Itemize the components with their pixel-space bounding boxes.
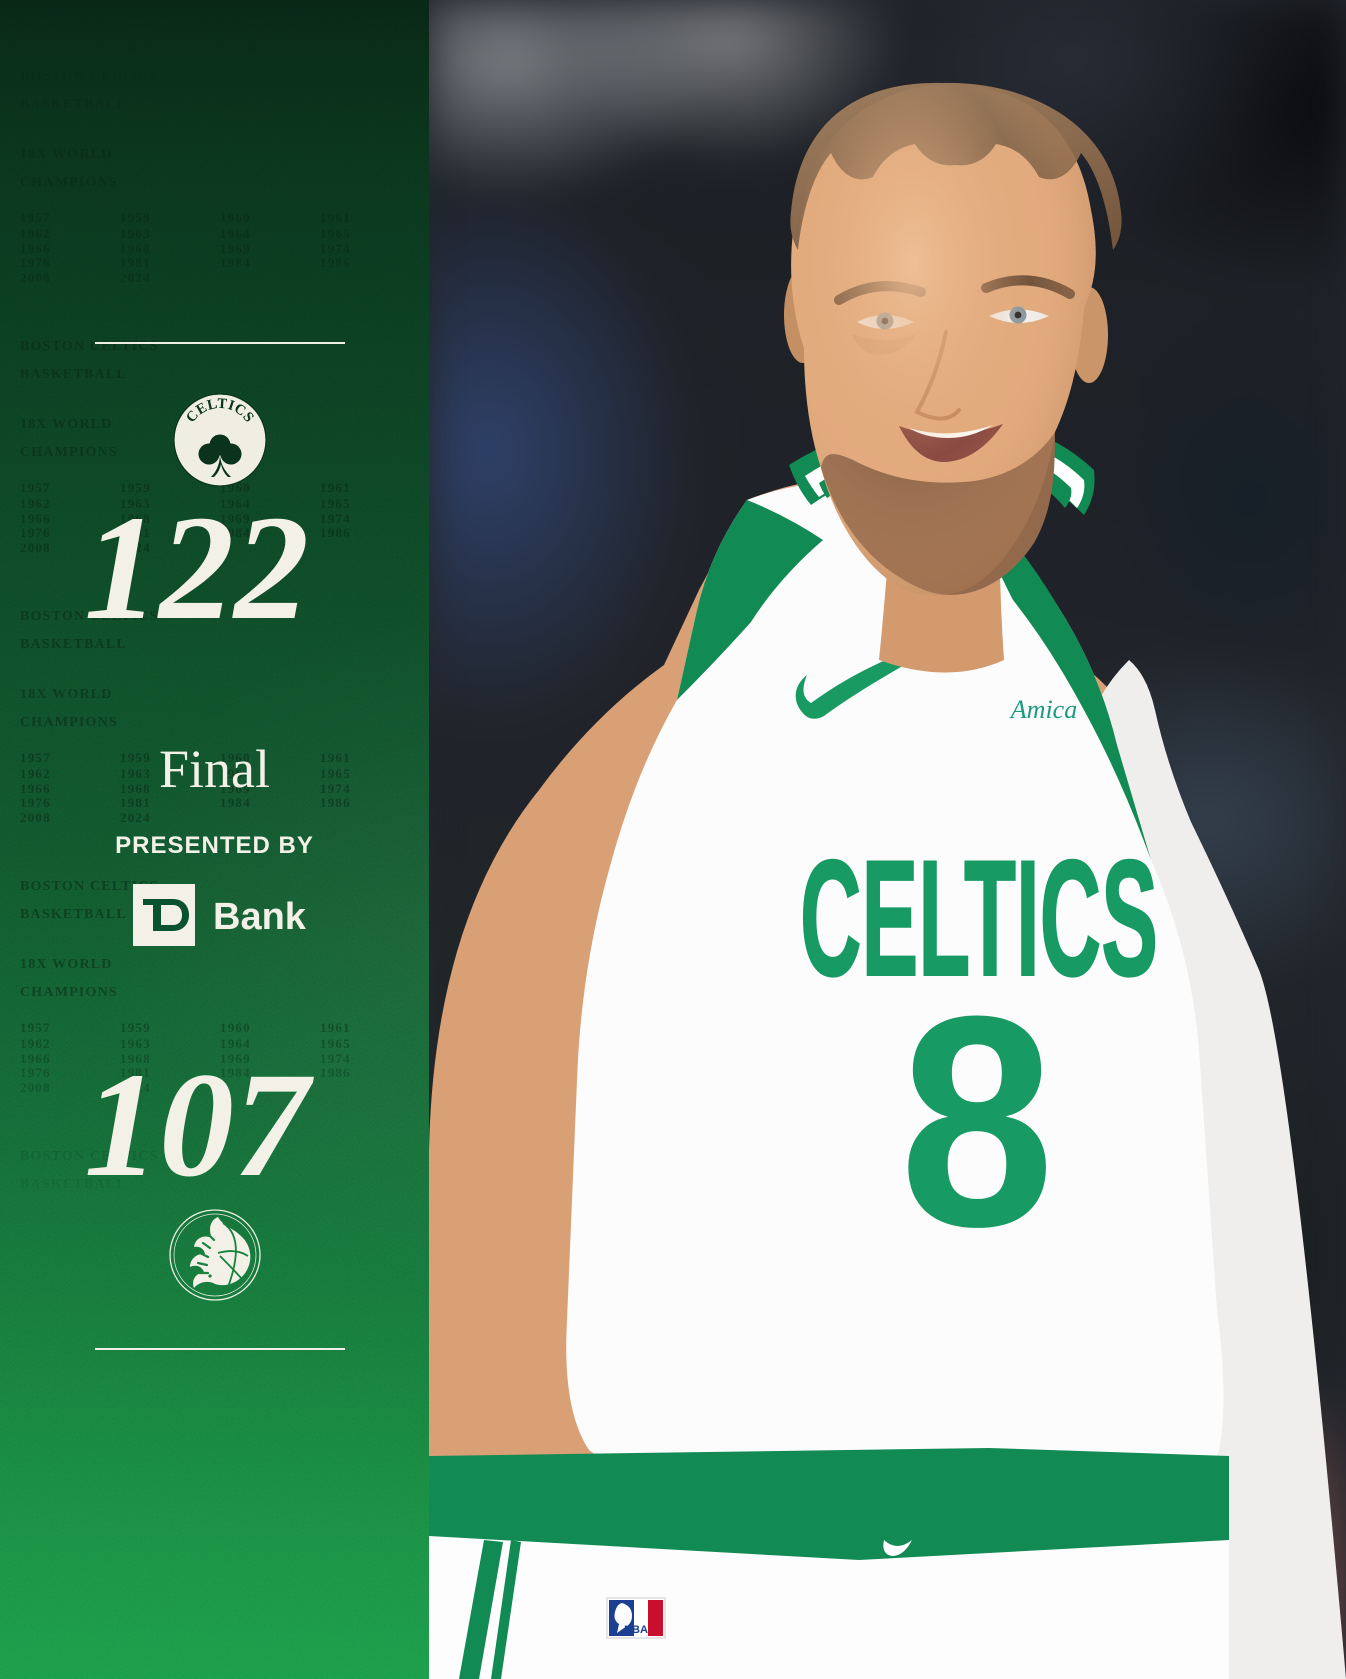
svg-text:Bank: Bank (213, 896, 307, 938)
svg-text:Amica: Amica (1009, 695, 1077, 724)
svg-text:NBA: NBA (624, 1624, 648, 1636)
svg-text:8: 8 (900, 953, 1055, 1289)
svg-text:CELTICS: CELTICS (183, 396, 257, 426)
